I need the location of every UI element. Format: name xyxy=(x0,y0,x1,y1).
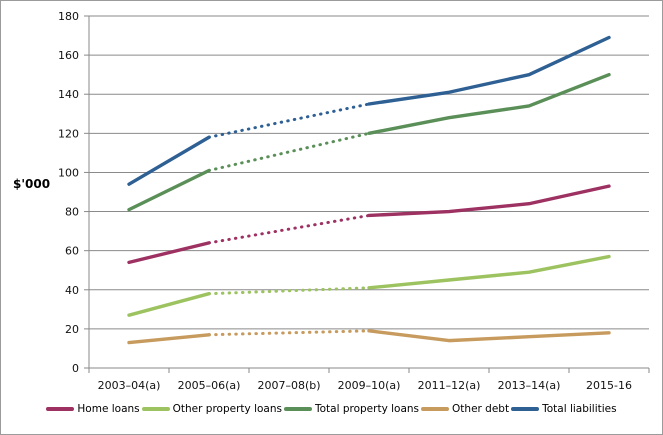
series-line-home-loans xyxy=(127,241,211,265)
series-line-other-debt xyxy=(127,333,211,345)
legend-item-home-loans: Home loans xyxy=(46,403,140,415)
y-tick-label: 100 xyxy=(58,166,79,179)
legend-line-swatch xyxy=(141,407,170,411)
legend-line-swatch xyxy=(46,407,75,411)
y-tick-label: 80 xyxy=(65,206,79,219)
series-line-total-liabilities xyxy=(367,35,611,106)
x-tick-label: 2003–04(a) xyxy=(98,379,161,392)
legend-label: Total liabilities xyxy=(542,403,617,415)
series-line-home-loans-dotted xyxy=(207,213,371,245)
legend-line-swatch xyxy=(283,407,312,411)
y-tick-label: 120 xyxy=(58,127,79,140)
legend-label: Total property loans xyxy=(314,403,420,415)
x-tick-label: 2009–10(a) xyxy=(338,379,401,392)
y-axis-title: $'000 xyxy=(13,177,51,191)
series-line-other-property-loans xyxy=(127,291,211,317)
y-tick-label: 180 xyxy=(58,10,79,23)
legend-item-other-property-loans: Other property loans xyxy=(141,403,282,415)
legend-line-swatch xyxy=(511,407,540,411)
x-tick-label: 2013–14(a) xyxy=(498,379,561,392)
y-tick-label: 140 xyxy=(58,88,79,101)
y-tick-label: 160 xyxy=(58,49,79,62)
series-line-other-property-loans xyxy=(367,254,611,290)
legend-label: Home loans xyxy=(77,403,140,415)
series-line-total-property-loans-dotted xyxy=(207,131,371,172)
legend-label: Other property loans xyxy=(172,403,282,415)
x-tick-label: 2015-16 xyxy=(586,379,632,392)
legend-item-total-liabilities: Total liabilities xyxy=(511,403,617,415)
series-line-total-property-loans xyxy=(367,72,611,136)
series-line-total-property-loans xyxy=(127,168,211,212)
y-tick-label: 0 xyxy=(72,362,79,375)
series-line-other-property-loans-dotted xyxy=(207,286,371,296)
legend: Home loans Other property loans Total prop… xyxy=(1,403,662,415)
series-line-total-liabilities-dotted xyxy=(207,102,371,139)
series-line-other-debt-dotted xyxy=(207,329,371,337)
legend-item-other-debt: Other debt xyxy=(421,403,509,415)
y-tick-label: 40 xyxy=(65,284,79,297)
legend-line-swatch xyxy=(421,407,450,411)
y-tick-label: 20 xyxy=(65,323,79,336)
x-tick-label: 2007–08(b) xyxy=(257,379,320,392)
series-line-home-loans xyxy=(367,184,611,218)
legend-label: Other debt xyxy=(452,403,510,415)
series-line-total-liabilities xyxy=(127,135,211,186)
legend-item-total-property-loans: Total property loans xyxy=(283,403,420,415)
y-tick-label: 60 xyxy=(65,245,79,258)
series-line-other-debt xyxy=(367,329,611,343)
x-tick-label: 2005–06(a) xyxy=(178,379,241,392)
x-tick-label: 2011–12(a) xyxy=(418,379,481,392)
